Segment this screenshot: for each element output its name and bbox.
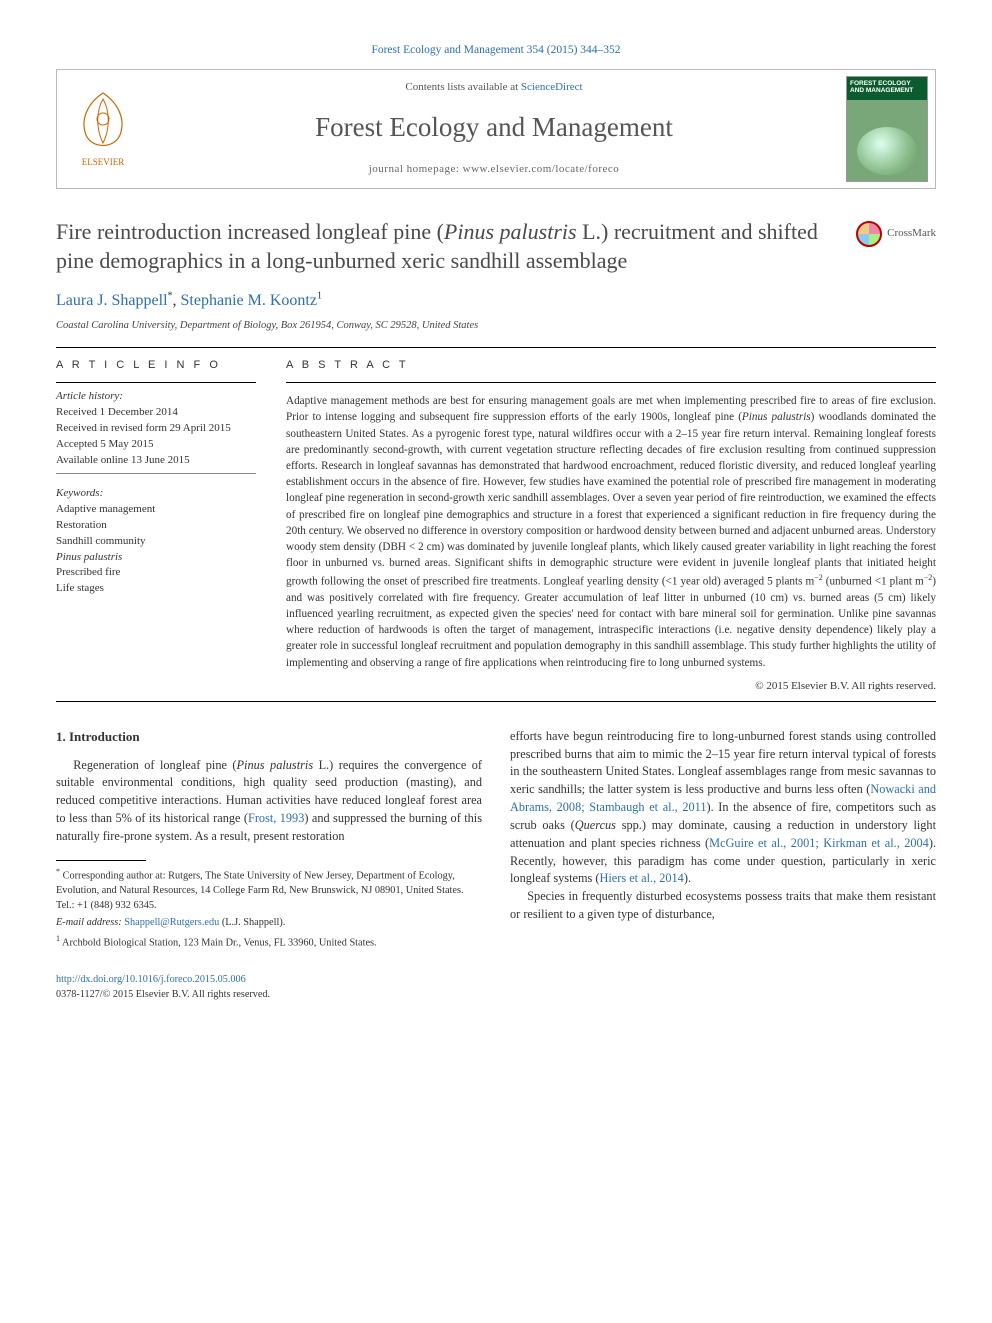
- rule-top: [56, 347, 936, 348]
- author-2[interactable]: Stephanie M. Koontz: [181, 292, 317, 309]
- abs-c: (unburned <1 plant m: [823, 575, 924, 587]
- abstract-copyright: © 2015 Elsevier B.V. All rights reserved…: [286, 679, 936, 695]
- intro-p1: Regeneration of longleaf pine (Pinus pal…: [56, 757, 482, 846]
- issn-line: 0378-1127/© 2015 Elsevier B.V. All right…: [56, 988, 936, 1003]
- email-link[interactable]: Shappell@Rutgers.edu: [124, 917, 219, 928]
- abs-d: ) and was positively correlated with fir…: [286, 575, 936, 668]
- p2e: ).: [684, 871, 691, 885]
- p1a: Regeneration of longleaf pine (: [73, 758, 236, 772]
- authors: Laura J. Shappell*, Stephanie M. Koontz1: [56, 289, 936, 312]
- info-heading: A R T I C L E I N F O: [56, 358, 256, 374]
- citation-link[interactable]: Forest Ecology and Management 354 (2015)…: [371, 44, 620, 56]
- title-italic: Pinus palustris: [444, 219, 577, 244]
- homepage-line: journal homepage: www.elsevier.com/locat…: [155, 162, 833, 178]
- crossmark-icon: [856, 221, 882, 247]
- info-rule-2: [56, 473, 256, 474]
- history-2: Received in revised form 29 April 2015: [56, 421, 256, 437]
- footnote-corresponding: * Corresponding author at: Rutgers, The …: [56, 866, 482, 914]
- p2b-ital: Quercus: [575, 818, 616, 832]
- homepage-prefix: journal homepage:: [369, 163, 463, 175]
- article-info: A R T I C L E I N F O Article history: R…: [56, 358, 256, 695]
- keyword-5: Prescribed fire: [56, 565, 256, 581]
- ref-mcguire-kirkman[interactable]: McGuire et al., 2001; Kirkman et al., 20…: [709, 836, 929, 850]
- fn-corr-text: Corresponding author at: Rutgers, The St…: [56, 870, 464, 911]
- keyword-1: Adaptive management: [56, 502, 256, 518]
- svg-text:ELSEVIER: ELSEVIER: [82, 157, 125, 167]
- author-sep: ,: [173, 292, 181, 309]
- publisher-logo-cell: ELSEVIER: [57, 70, 149, 188]
- body-columns: 1. Introduction Regeneration of longleaf…: [56, 728, 936, 953]
- info-rule-1: [56, 382, 256, 383]
- cover-thumb-cell: FOREST ECOLOGY AND MANAGEMENT: [839, 70, 935, 188]
- abstract-rule: [286, 382, 936, 383]
- keyword-2: Restoration: [56, 518, 256, 534]
- author-2-sym: 1: [317, 290, 322, 301]
- footnote-rule: [56, 860, 146, 861]
- history-3: Accepted 5 May 2015: [56, 437, 256, 453]
- keywords-label: Keywords:: [56, 486, 256, 502]
- abstract-body: Adaptive management methods are best for…: [286, 393, 936, 671]
- footnote-email: E-mail address: Shappell@Rutgers.edu (L.…: [56, 916, 482, 931]
- contents-prefix: Contents lists available at: [405, 81, 520, 93]
- article-title: Fire reintroduction increased longleaf p…: [56, 217, 842, 275]
- elsevier-logo-icon: ELSEVIER: [68, 89, 138, 169]
- header-center: Contents lists available at ScienceDirec…: [149, 70, 839, 188]
- rule-bottom: [56, 701, 936, 702]
- history-label: Article history:: [56, 389, 256, 405]
- history-1: Received 1 December 2014: [56, 405, 256, 421]
- journal-header: ELSEVIER Contents lists available at Sci…: [56, 69, 936, 189]
- info-abstract-row: A R T I C L E I N F O Article history: R…: [56, 358, 936, 695]
- abs-sup1: −2: [814, 573, 823, 582]
- contents-line: Contents lists available at ScienceDirec…: [155, 80, 833, 96]
- author-1[interactable]: Laura J. Shappell: [56, 292, 168, 309]
- journal-name: Forest Ecology and Management: [155, 108, 833, 147]
- title-pre: Fire reintroduction increased longleaf p…: [56, 219, 444, 244]
- footnote-1: 1 Archbold Biological Station, 123 Main …: [56, 933, 482, 951]
- abstract: A B S T R A C T Adaptive management meth…: [286, 358, 936, 695]
- homepage-url[interactable]: www.elsevier.com/locate/foreco: [463, 163, 620, 175]
- doi-block: http://dx.doi.org/10.1016/j.foreco.2015.…: [56, 973, 936, 1003]
- footnotes: * Corresponding author at: Rutgers, The …: [56, 866, 482, 951]
- affiliation: Coastal Carolina University, Department …: [56, 318, 936, 333]
- email-who: (L.J. Shappell).: [219, 917, 285, 928]
- abs-sup2: −2: [924, 573, 933, 582]
- intro-p3: Species in frequently disturbed ecosyste…: [510, 888, 936, 924]
- keyword-6: Life stages: [56, 581, 256, 597]
- keyword-4: Pinus palustris: [56, 550, 256, 566]
- email-label: E-mail address:: [56, 917, 124, 928]
- abs-a-ital: Pinus palustris: [742, 411, 811, 423]
- crossmark-label: CrossMark: [887, 226, 936, 242]
- section-1-heading: 1. Introduction: [56, 728, 482, 747]
- p1a-ital: Pinus palustris: [237, 758, 314, 772]
- history-4: Available online 13 June 2015: [56, 453, 256, 469]
- keyword-3: Sandhill community: [56, 534, 256, 550]
- abstract-heading: A B S T R A C T: [286, 358, 936, 374]
- intro-p2: efforts have begun reintroducing fire to…: [510, 728, 936, 888]
- cover-title: FOREST ECOLOGY AND MANAGEMENT: [850, 80, 924, 94]
- journal-cover-icon: FOREST ECOLOGY AND MANAGEMENT: [846, 76, 928, 182]
- abs-b: ) woodlands dominated the southeastern U…: [286, 411, 936, 587]
- crossmark-badge[interactable]: CrossMark: [856, 221, 936, 247]
- ref-frost-1993[interactable]: Frost, 1993: [248, 811, 304, 825]
- fn1-sym: 1: [56, 934, 60, 943]
- ref-hiers-2014[interactable]: Hiers et al., 2014: [599, 871, 683, 885]
- fn-corr-sym: *: [56, 867, 60, 876]
- page: Forest Ecology and Management 354 (2015)…: [0, 0, 992, 1033]
- fn1-text: Archbold Biological Station, 123 Main Dr…: [62, 937, 377, 948]
- sciencedirect-link[interactable]: ScienceDirect: [521, 81, 583, 93]
- cover-globe-icon: [857, 127, 917, 175]
- doi-link[interactable]: http://dx.doi.org/10.1016/j.foreco.2015.…: [56, 974, 246, 985]
- title-row: Fire reintroduction increased longleaf p…: [56, 217, 936, 275]
- citation-line: Forest Ecology and Management 354 (2015)…: [56, 42, 936, 59]
